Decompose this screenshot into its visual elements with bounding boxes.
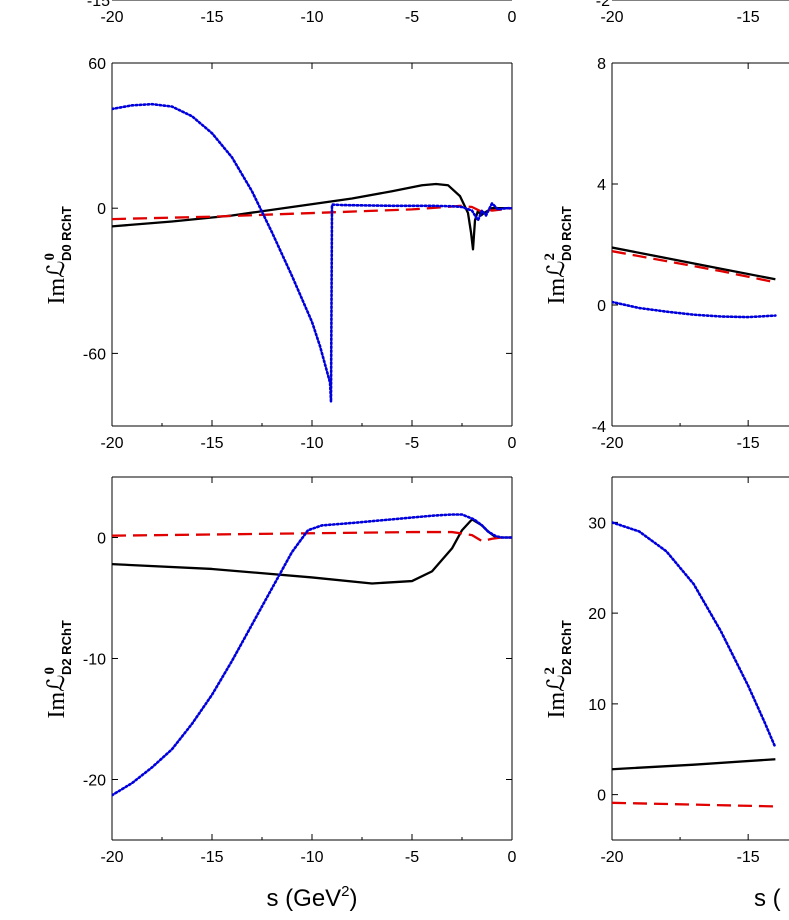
- x-tick-label: 0: [508, 9, 517, 26]
- y-axis-title: Imℒ0D2 RChT: [42, 620, 74, 718]
- x-tick-label: -10: [300, 849, 323, 866]
- y-axis-title-main: Imℒ: [44, 675, 70, 719]
- y-axis-title-sup: 0: [42, 253, 58, 261]
- y-tick-label: 0: [97, 201, 106, 218]
- series-line-dashed: [112, 530, 512, 543]
- y-tick-label: 0: [597, 788, 606, 805]
- x-tick-label: -5: [405, 9, 419, 26]
- x-tick-label: -20: [600, 435, 623, 452]
- y-axis-title-sub: D2 RChT: [59, 620, 74, 675]
- y-tick-label: 4: [597, 177, 606, 194]
- y-tick-label: -20: [83, 773, 106, 790]
- panel-middle-right-fragment: -20 -15 -4 0 4 8 Imℒ2D0 RChT: [542, 56, 789, 452]
- x-tick-label: -20: [600, 9, 623, 26]
- series-line-dotted: [612, 521, 777, 749]
- x-tick-label: -20: [100, 9, 123, 26]
- y-axis-title: Imℒ2D0 RChT: [542, 206, 574, 304]
- y-axis-title-sub: D0 RChT: [59, 206, 74, 261]
- y-axis-title-main: Imℒ: [544, 675, 570, 719]
- panel-top-right-fragment: -20 -15 -2: [596, 0, 789, 26]
- x-tick-label: -20: [100, 849, 123, 866]
- panel-bottom-right-fragment: -20 -15 0 10 20 30 Imℒ2D2 RChT s (: [542, 476, 789, 912]
- y-axis-title-main: Imℒ: [44, 261, 70, 305]
- x-tick-label: -5: [405, 849, 419, 866]
- x-tick-label: -15: [200, 9, 223, 26]
- y-tick-label: -4: [592, 419, 606, 436]
- y-axis-title-sup: 2: [542, 667, 558, 675]
- y-axis-title-main: Imℒ: [544, 261, 570, 305]
- y-axis-title-sup: 2: [542, 253, 558, 261]
- y-tick-label: 0: [597, 298, 606, 315]
- y-tick-label: 8: [597, 56, 606, 73]
- y-axis-title-sup: 0: [42, 667, 58, 675]
- series-line-dashed: [612, 801, 776, 808]
- y-tick-label: -60: [83, 346, 106, 363]
- x-axis-title-main: s (GeV: [266, 885, 341, 912]
- x-tick-label: -15: [737, 849, 760, 866]
- y-tick-label: 20: [588, 606, 606, 623]
- y-tick-label: -2: [596, 0, 610, 10]
- x-axis-title-sup: 2: [341, 883, 349, 900]
- x-axis-title-main: s (: [754, 885, 781, 912]
- x-tick-label: 0: [508, 435, 517, 452]
- x-tick-label: -15: [737, 9, 760, 26]
- y-axis-title-sub: D2 RChT: [559, 620, 574, 675]
- y-axis-title: Imℒ2D2 RChT: [542, 620, 574, 718]
- x-tick-label: -15: [200, 849, 223, 866]
- series-line-dotted: [612, 300, 777, 319]
- x-tick-label: -10: [300, 435, 323, 452]
- x-tick-label: -5: [405, 435, 419, 452]
- y-tick-label: -15: [87, 0, 110, 10]
- y-tick-label: 10: [588, 697, 606, 714]
- y-axis-title-sub: D0 RChT: [559, 206, 574, 261]
- series-line-dotted: [112, 513, 512, 797]
- x-axis-title-tail: ): [350, 885, 358, 912]
- x-axis-title: s (GeV2): [266, 883, 357, 912]
- x-tick-label: -20: [100, 435, 123, 452]
- series-line-solid: [612, 246, 776, 281]
- x-tick-label: -10: [300, 9, 323, 26]
- panel-top-left-fragment: -20 -15 -10 -5 0-15: [87, 0, 517, 26]
- series-line-solid: [112, 182, 512, 251]
- x-tick-label: -20: [600, 849, 623, 866]
- x-tick-label: -15: [200, 435, 223, 452]
- y-tick-label: -10: [83, 652, 106, 669]
- series-line-dashed: [112, 204, 512, 221]
- y-tick-label: 60: [88, 56, 106, 73]
- y-tick-label: 0: [97, 531, 106, 548]
- x-axis-title: s (: [754, 885, 781, 912]
- y-axis-title: Imℒ0D0 RChT: [42, 206, 74, 304]
- series-line-dotted: [112, 102, 512, 404]
- series-line-solid: [612, 758, 776, 771]
- y-tick-label: 30: [588, 515, 606, 532]
- x-tick-label: 0: [508, 849, 517, 866]
- series-line-dashed: [612, 250, 776, 284]
- x-tick-label: -15: [737, 435, 760, 452]
